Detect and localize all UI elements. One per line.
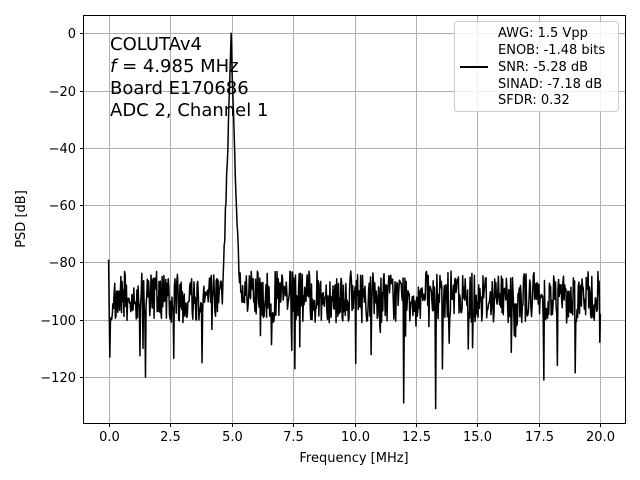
annotation-frequency-var: f (110, 56, 119, 77)
legend-entry-snr: SNR: -5.28 dB (498, 60, 588, 75)
y-tick-label: −100 (40, 314, 76, 329)
x-tick-label: 15.0 (463, 430, 492, 445)
x-tick-label: 2.5 (160, 430, 181, 445)
annotation-frequency-value: = 4.985 MHz (116, 56, 238, 77)
x-tick-label: 7.5 (283, 430, 304, 445)
annotation-block: COLUTAv4 f = 4.985 MHz Board E170686 ADC… (110, 34, 268, 121)
y-axis-label: PSD [dB] (14, 190, 29, 248)
y-tick-label: −20 (49, 85, 76, 100)
y-tick-label: 0 (68, 27, 76, 42)
psd-trace (107, 32, 602, 410)
x-tick-label: 5.0 (222, 430, 243, 445)
x-tick-label: 12.5 (402, 430, 431, 445)
y-axis-ticks: 0 −20 −40 −60 −80 −100 −120 (40, 27, 84, 386)
x-axis-label: Frequency [MHz] (299, 451, 408, 466)
legend-entry-sfdr: SFDR: 0.32 (498, 93, 570, 108)
annotation-channel: ADC 2, Channel 1 (110, 100, 268, 121)
annotation-chip: COLUTAv4 (110, 34, 202, 55)
series-psd (107, 32, 602, 410)
x-tick-label: 0.0 (99, 430, 120, 445)
y-tick-label: −80 (49, 256, 76, 271)
legend-entry-sinad: SINAD: -7.18 dB (498, 77, 602, 92)
annotation-frequency: f = 4.985 MHz (110, 56, 239, 77)
x-tick-label: 10.0 (341, 430, 370, 445)
plot-frame (83, 15, 626, 424)
x-tick-label: 20.0 (586, 430, 615, 445)
legend: AWG: 1.5 Vpp ENOB: -1.48 bits SNR: -5.28… (454, 21, 619, 112)
legend-entry-enob: ENOB: -1.48 bits (498, 43, 605, 58)
annotation-board: Board E170686 (110, 78, 249, 99)
y-tick-label: −120 (40, 371, 76, 386)
y-tick-label: −40 (49, 142, 76, 157)
legend-box (454, 21, 619, 112)
x-tick-label: 17.5 (525, 430, 554, 445)
y-tick-label: −60 (49, 199, 76, 214)
legend-entry-awg: AWG: 1.5 Vpp (498, 26, 588, 41)
x-axis-ticks: 0.0 2.5 5.0 7.5 10.0 12.5 15.0 17.5 20.0 (99, 423, 615, 445)
